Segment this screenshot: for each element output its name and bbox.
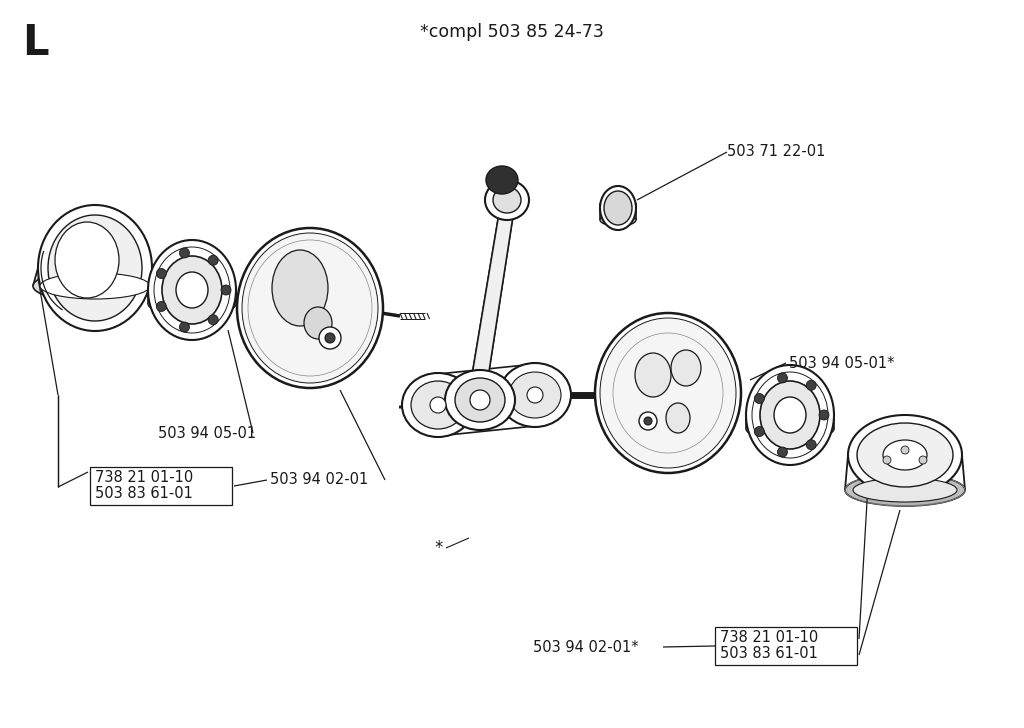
Ellipse shape [883, 440, 927, 470]
Circle shape [883, 456, 891, 464]
Circle shape [777, 447, 787, 457]
Text: 738 21 01-10: 738 21 01-10 [95, 470, 194, 486]
Ellipse shape [304, 307, 332, 339]
Ellipse shape [774, 397, 806, 433]
Circle shape [430, 397, 446, 413]
Ellipse shape [148, 240, 236, 340]
Circle shape [755, 394, 764, 403]
Text: 503 94 05-01: 503 94 05-01 [158, 425, 256, 440]
Circle shape [806, 380, 816, 390]
Ellipse shape [411, 381, 465, 429]
Ellipse shape [176, 272, 208, 308]
Circle shape [819, 410, 829, 420]
Ellipse shape [455, 378, 505, 422]
Circle shape [325, 333, 335, 343]
Circle shape [806, 440, 816, 450]
Circle shape [179, 322, 189, 332]
Ellipse shape [48, 215, 142, 321]
Ellipse shape [600, 186, 636, 230]
Ellipse shape [595, 381, 741, 417]
Circle shape [755, 427, 764, 437]
Ellipse shape [604, 191, 632, 225]
Ellipse shape [845, 474, 965, 506]
Ellipse shape [445, 370, 515, 430]
Ellipse shape [848, 415, 962, 495]
Ellipse shape [402, 373, 474, 437]
Ellipse shape [38, 205, 152, 331]
Ellipse shape [600, 214, 636, 226]
Ellipse shape [666, 403, 690, 433]
Circle shape [221, 285, 231, 295]
Ellipse shape [242, 299, 378, 327]
Ellipse shape [746, 365, 834, 465]
Text: 503 94 02-01*: 503 94 02-01* [534, 639, 639, 654]
Bar [715, 627, 857, 665]
Ellipse shape [486, 166, 518, 194]
Ellipse shape [595, 313, 741, 473]
Circle shape [470, 390, 490, 410]
Text: 738 21 01-10: 738 21 01-10 [720, 630, 818, 646]
Ellipse shape [33, 270, 157, 302]
Bar [90, 467, 232, 505]
Ellipse shape [671, 350, 701, 386]
Circle shape [644, 417, 652, 425]
Circle shape [157, 269, 166, 279]
Circle shape [319, 327, 341, 349]
Ellipse shape [499, 363, 571, 427]
Circle shape [901, 446, 909, 454]
Ellipse shape [237, 228, 383, 388]
Text: 503 83 61-01: 503 83 61-01 [720, 646, 818, 662]
Circle shape [527, 387, 543, 403]
Ellipse shape [242, 233, 378, 383]
Ellipse shape [55, 222, 119, 298]
Polygon shape [472, 207, 514, 378]
Circle shape [777, 373, 787, 383]
Circle shape [919, 456, 927, 464]
Text: *: * [434, 539, 442, 557]
Ellipse shape [40, 273, 150, 299]
Ellipse shape [509, 372, 561, 418]
Ellipse shape [485, 180, 529, 220]
Text: 503 83 61-01: 503 83 61-01 [95, 486, 193, 502]
Ellipse shape [746, 418, 834, 440]
Ellipse shape [493, 187, 521, 213]
Ellipse shape [857, 423, 953, 487]
Ellipse shape [853, 478, 957, 502]
Circle shape [157, 301, 166, 312]
Text: 503 94 05-01*: 503 94 05-01* [790, 355, 895, 371]
Circle shape [179, 248, 189, 258]
Circle shape [208, 314, 218, 325]
Circle shape [639, 412, 657, 430]
Text: 503 71 22-01: 503 71 22-01 [727, 144, 825, 159]
Text: L: L [22, 22, 48, 64]
Ellipse shape [272, 250, 328, 326]
Ellipse shape [601, 386, 735, 412]
Text: 503 94 02-01: 503 94 02-01 [270, 472, 369, 488]
Circle shape [208, 256, 218, 265]
Ellipse shape [162, 256, 222, 324]
Ellipse shape [760, 381, 820, 449]
Ellipse shape [635, 353, 671, 397]
Ellipse shape [148, 293, 236, 315]
Ellipse shape [600, 318, 736, 468]
Text: *compl 503 85 24-73: *compl 503 85 24-73 [420, 23, 604, 41]
Ellipse shape [237, 295, 383, 331]
